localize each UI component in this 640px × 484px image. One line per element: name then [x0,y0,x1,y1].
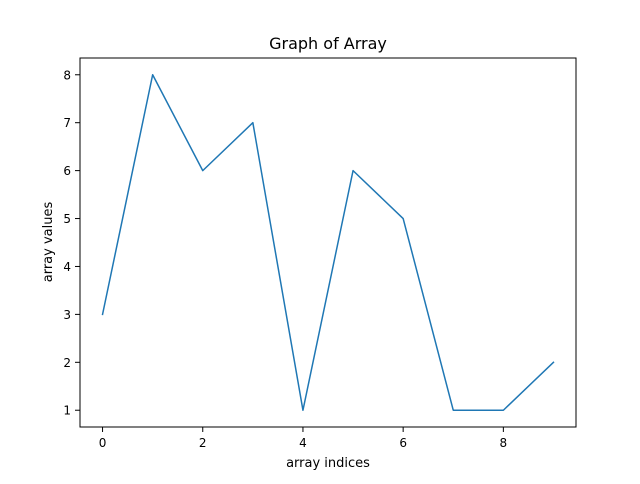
y-tick-label: 5 [63,212,71,226]
x-tick-label: 8 [500,436,508,450]
series-line-0 [101,74,555,411]
x-tick-label: 4 [299,436,307,450]
ticks-layer: 0 2 4 6 8 1 2 3 4 5 6 7 8 [63,68,507,450]
x-tick-label: 2 [199,436,207,450]
x-tick-label: 0 [99,436,107,450]
y-tick-label: 4 [63,260,71,274]
y-tick-label: 1 [63,404,71,418]
plot-frame [79,57,577,428]
x-tick-label: 6 [399,436,407,450]
series-layer [101,74,555,411]
y-tick-label: 2 [63,356,71,370]
y-tick-label: 7 [63,116,71,130]
y-tick-label: 8 [63,68,71,82]
y-tick-label: 6 [63,164,71,178]
chart-title: Graph of Array [269,34,387,53]
plot-area [80,58,576,427]
y-tick-label: 3 [63,308,71,322]
x-axis-label: array indices [286,456,370,471]
y-axis-label: array values [41,202,56,283]
